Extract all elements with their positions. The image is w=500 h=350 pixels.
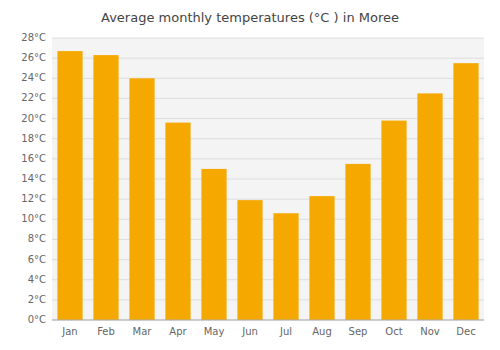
bar [201, 169, 226, 320]
y-tick-label: 28°C [21, 32, 46, 43]
bar [165, 123, 190, 320]
y-tick-label: 6°C [28, 254, 46, 265]
bar [345, 164, 370, 320]
bars [57, 51, 478, 320]
x-tick-label: Aug [312, 326, 332, 337]
x-tick-label: Sep [349, 326, 368, 337]
y-tick-label: 22°C [21, 92, 46, 103]
bar [93, 55, 118, 320]
grid-line [52, 38, 484, 39]
bar [237, 200, 262, 320]
y-tick-label: 20°C [21, 113, 46, 124]
x-tick-label: Oct [385, 326, 402, 337]
x-tick-label: May [204, 326, 225, 337]
x-tick-label: Dec [456, 326, 475, 337]
plot-background [52, 38, 484, 320]
bar [309, 196, 334, 320]
y-tick-label: 2°C [28, 294, 46, 305]
x-tick-label: Mar [133, 326, 153, 337]
y-tick-label: 18°C [21, 133, 46, 144]
y-tick-label: 26°C [21, 52, 46, 63]
bar [453, 63, 478, 320]
x-tick-label: Jan [61, 326, 77, 337]
grid-line [52, 320, 484, 321]
y-tick-label: 0°C [28, 314, 46, 325]
y-tick-label: 16°C [21, 153, 46, 164]
x-tick-label: Jun [241, 326, 258, 337]
x-tick-labels: Jan Feb Mar Apr May Jun Jul Aug Sep Oct Nov Dec [61, 326, 475, 337]
x-tick-label: Feb [97, 326, 115, 337]
y-tick-label: 12°C [21, 193, 46, 204]
bar [129, 78, 154, 320]
y-tick-label: 24°C [21, 72, 46, 83]
y-tick-label: 14°C [21, 173, 46, 184]
y-tick-label: 10°C [21, 213, 46, 224]
x-axis-line [52, 320, 484, 321]
bar [273, 213, 298, 320]
chart-title: Average monthly temperatures (°C ) in Mo… [101, 10, 399, 25]
y-tick-label: 8°C [28, 233, 46, 244]
y-tick-labels: 0°C 2°C 4°C 6°C 8°C 10°C 12°C 14°C 16°C 18°C 20°C 2… [21, 32, 46, 325]
bar [381, 121, 406, 320]
chart-container: 0°C 2°C 4°C 6°C 8°C 10°C 12°C 14°C 16°C 18°C 20°C 2… [0, 0, 500, 350]
x-tick-label: Jul [279, 326, 292, 337]
chart-svg: 0°C 2°C 4°C 6°C 8°C 10°C 12°C 14°C 16°C 18°C 20°C 2… [0, 0, 500, 350]
x-tick-label: Apr [169, 326, 187, 337]
y-tick-label: 4°C [28, 274, 46, 285]
x-tick-label: Nov [420, 326, 440, 337]
bar [417, 93, 442, 320]
grid [52, 38, 484, 320]
bar [57, 51, 82, 320]
